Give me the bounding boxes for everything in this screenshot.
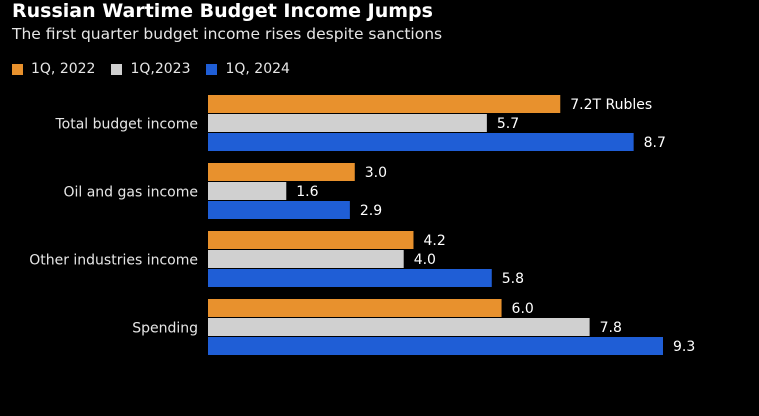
legend-item-1q-2024: 1Q, 2024 (206, 61, 290, 77)
data-label-oil-and-gas-income-1q-2023: 1.6 (296, 184, 318, 200)
data-label-total-budget-income-1q-2022: 7.2T Rubles (570, 97, 652, 113)
legend-swatch-1q-2022 (12, 63, 23, 75)
bar-oil-and-gas-income-1q-2024 (208, 201, 350, 219)
data-label-total-budget-income-1q-2023: 5.7 (497, 116, 519, 132)
data-label-total-budget-income-1q-2024: 8.7 (644, 135, 666, 151)
data-label-spending-1q-2024: 9.3 (673, 339, 695, 355)
legend-item-1q-2023: 1Q,2023 (111, 61, 190, 77)
data-label-spending-1q-2022: 6.0 (512, 301, 534, 317)
chart-subtitle: The first quarter budget income rises de… (12, 25, 443, 43)
bar-spending-1q-2022 (208, 299, 502, 317)
bar-spending-1q-2024 (208, 337, 663, 355)
data-label-spending-1q-2023: 7.8 (600, 320, 622, 336)
legend: 1Q, 2022 1Q,2023 1Q, 2024 (12, 61, 290, 77)
data-label-other-industries-income-1q-2022: 4.2 (423, 233, 445, 249)
legend-item-1q-2022: 1Q, 2022 (12, 61, 95, 77)
bar-other-industries-income-1q-2022 (208, 231, 414, 249)
legend-swatch-1q-2023 (111, 63, 123, 75)
bar-oil-and-gas-income-1q-2023 (208, 182, 287, 200)
bar-total-budget-income-1q-2024 (208, 133, 634, 151)
data-label-other-industries-income-1q-2023: 4.0 (414, 252, 436, 268)
bar-spending-1q-2023 (208, 318, 590, 336)
category-label-total-budget-income: Total budget income (54, 117, 198, 133)
category-label-other-industries-income: Other industries income (29, 253, 198, 269)
category-label-spending: Spending (132, 321, 198, 337)
bar-other-industries-income-1q-2024 (208, 269, 492, 287)
data-label-oil-and-gas-income-1q-2024: 2.9 (360, 203, 382, 219)
legend-swatch-1q-2024 (206, 63, 218, 75)
legend-label-1q-2024: 1Q, 2024 (225, 61, 290, 77)
legend-label-1q-2023: 1Q,2023 (130, 61, 191, 77)
bar-total-budget-income-1q-2023 (208, 114, 487, 132)
bar-oil-and-gas-income-1q-2022 (208, 163, 355, 181)
chart-title: Russian Wartime Budget Income Jumps (12, 0, 433, 22)
legend-label-1q-2022: 1Q, 2022 (31, 61, 96, 77)
category-label-oil-and-gas-income: Oil and gas income (63, 185, 198, 201)
bar-other-industries-income-1q-2023 (208, 250, 404, 268)
data-label-oil-and-gas-income-1q-2022: 3.0 (365, 165, 387, 181)
data-label-other-industries-income-1q-2024: 5.8 (502, 271, 524, 287)
bar-total-budget-income-1q-2022 (208, 95, 561, 113)
